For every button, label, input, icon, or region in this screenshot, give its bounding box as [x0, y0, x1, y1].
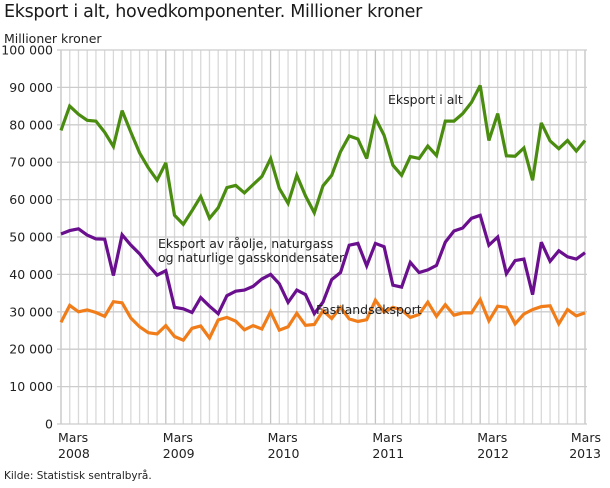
y-tick-label: 20 000 — [9, 342, 53, 357]
series-label: Fastlandseksport — [316, 302, 422, 317]
series-line — [59, 84, 587, 227]
y-tick-label: 60 000 — [9, 192, 53, 207]
x-tick-label: 2008 — [58, 446, 90, 461]
x-tick-label: 2013 — [569, 446, 601, 461]
series-lines — [59, 84, 587, 343]
x-tick-label: 2009 — [163, 446, 195, 461]
x-axis-ticks: Mars2008Mars2009Mars2010Mars2011Mars2012… — [58, 430, 601, 461]
series-labels: Eksport i alt Eksport av råolje, naturgas… — [158, 92, 463, 317]
y-axis-label: Millioner kroner — [4, 31, 102, 46]
series-label: Eksport av råolje, naturgass — [158, 236, 333, 251]
series-label: og naturlige gasskondensater — [158, 250, 345, 265]
y-tick-label: 80 000 — [9, 117, 53, 132]
y-tick-label: 10 000 — [9, 379, 53, 394]
x-tick-label: Mars — [268, 430, 298, 445]
series-line — [60, 213, 586, 317]
x-tick-label: Mars — [58, 430, 88, 445]
x-tick-label: Mars — [372, 430, 402, 445]
y-tick-label: 100 000 — [1, 43, 53, 58]
x-tick-label: 2012 — [477, 446, 509, 461]
x-tick-label: Mars — [477, 430, 507, 445]
series-label: Eksport i alt — [388, 92, 463, 107]
series-line — [59, 296, 586, 343]
y-tick-label: 40 000 — [9, 267, 53, 282]
y-tick-label: 30 000 — [9, 304, 53, 319]
y-tick-label: 70 000 — [9, 155, 53, 170]
source-note: Kilde: Statistisk sentralbyrå. — [4, 470, 152, 482]
y-axis-ticks: 0 10 000 20 000 30 000 40 000 50 000 60 000 70 … — [1, 43, 53, 432]
gridlines — [57, 49, 587, 425]
x-tick-label: 2011 — [372, 446, 404, 461]
y-tick-label: 50 000 — [9, 230, 53, 245]
y-tick-label: 0 — [45, 417, 53, 432]
x-tick-label: Mars — [163, 430, 193, 445]
y-tick-label: 90 000 — [9, 80, 53, 95]
x-tick-label: Mars — [571, 430, 601, 445]
chart-title: Eksport i alt, hovedkomponenter. Million… — [4, 2, 423, 22]
x-tick-label: 2010 — [268, 446, 300, 461]
